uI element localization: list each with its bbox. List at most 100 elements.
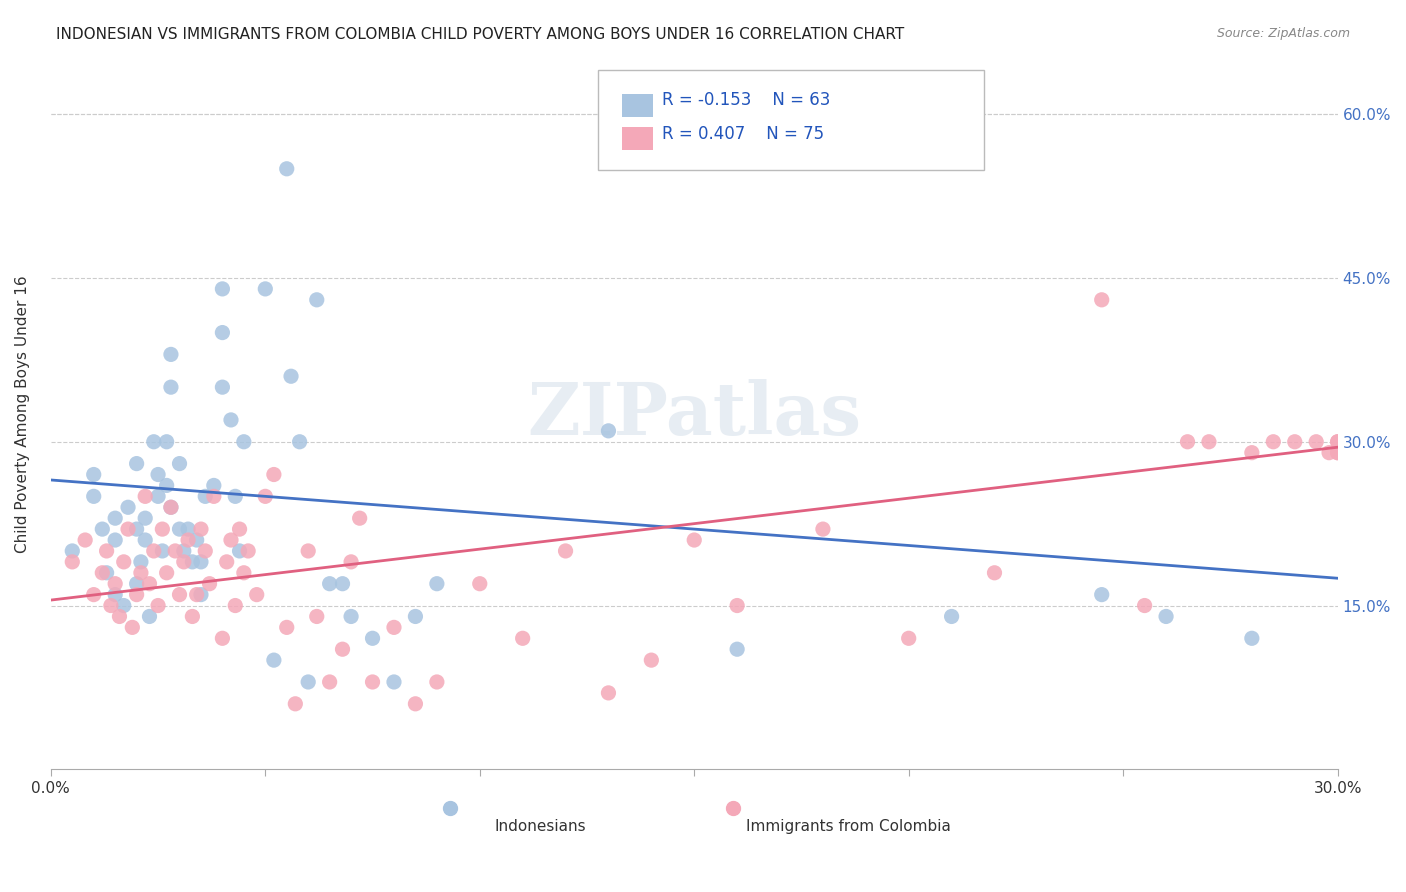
Point [125,522,148,536]
Point [91,522,114,536]
Point [426,675,449,690]
Point [246,588,269,602]
Point [1240,632,1263,646]
Point [96,544,118,558]
Point [181,555,204,569]
Point [276,620,298,634]
Point [284,697,307,711]
Point [117,500,139,515]
Point [1305,434,1327,449]
Point [138,609,160,624]
Point [129,555,152,569]
Point [134,511,156,525]
Point [224,599,246,613]
Point [211,380,233,394]
Point [134,489,156,503]
Point [1240,445,1263,459]
Point [897,632,920,646]
Point [224,489,246,503]
Point [332,576,354,591]
Point [725,599,748,613]
Point [236,544,259,558]
Point [134,533,156,547]
Point [426,576,449,591]
Text: Immigrants from Colombia: Immigrants from Colombia [747,819,950,834]
Point [165,544,187,558]
Point [215,555,238,569]
Point [173,555,195,569]
Point [1198,434,1220,449]
Point [640,653,662,667]
Point [211,632,233,646]
Point [1091,293,1114,307]
Point [276,161,298,176]
Point [254,489,277,503]
Point [1091,588,1114,602]
Point [60,544,83,558]
Point [190,522,212,536]
Point [512,632,534,646]
Point [190,588,212,602]
Point [1263,434,1285,449]
Point [112,599,135,613]
Point [211,282,233,296]
Point [156,566,179,580]
Text: Source: ZipAtlas.com: Source: ZipAtlas.com [1216,27,1350,40]
Point [725,642,748,657]
Point [340,555,363,569]
Point [361,632,384,646]
Point [349,511,371,525]
Point [1326,434,1348,449]
Point [1133,599,1156,613]
Point [156,434,179,449]
Point [263,467,285,482]
Point [811,522,834,536]
Point [340,609,363,624]
Point [318,675,340,690]
Point [142,544,165,558]
Point [121,620,143,634]
Point [104,533,127,547]
Point [280,369,302,384]
Point [228,544,250,558]
Point [138,576,160,591]
Point [332,642,354,657]
Point [75,533,97,547]
Point [117,522,139,536]
Point [186,533,208,547]
Point [83,489,105,503]
Point [60,555,83,569]
Point [142,434,165,449]
Point [598,424,620,438]
Point [263,653,285,667]
Point [219,533,242,547]
Y-axis label: Child Poverty Among Boys Under 16: Child Poverty Among Boys Under 16 [15,276,30,553]
Point [219,413,242,427]
Point [146,467,169,482]
Point [125,457,148,471]
Point [129,566,152,580]
Point [125,588,148,602]
Point [404,609,426,624]
Point [112,555,135,569]
Point [361,675,384,690]
Text: INDONESIAN VS IMMIGRANTS FROM COLOMBIA CHILD POVERTY AMONG BOYS UNDER 16 CORRELA: INDONESIAN VS IMMIGRANTS FROM COLOMBIA C… [56,27,904,42]
Point [1154,609,1177,624]
Point [160,380,183,394]
Point [1284,434,1306,449]
Point [156,478,179,492]
Point [104,588,127,602]
Point [288,434,311,449]
Text: Indonesians: Indonesians [494,819,586,834]
Point [1326,445,1348,459]
Point [1326,445,1348,459]
Point [146,489,169,503]
Point [150,544,173,558]
Point [160,500,183,515]
Point [382,675,405,690]
Point [554,544,576,558]
Point [232,434,254,449]
Point [104,576,127,591]
Point [297,675,319,690]
Point [125,576,148,591]
